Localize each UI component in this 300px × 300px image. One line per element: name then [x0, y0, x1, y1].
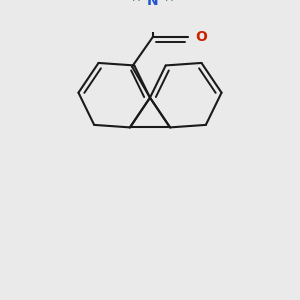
Text: H: H [131, 0, 140, 4]
Text: H: H [165, 0, 174, 4]
Text: O: O [195, 30, 207, 44]
Text: N: N [147, 0, 158, 8]
